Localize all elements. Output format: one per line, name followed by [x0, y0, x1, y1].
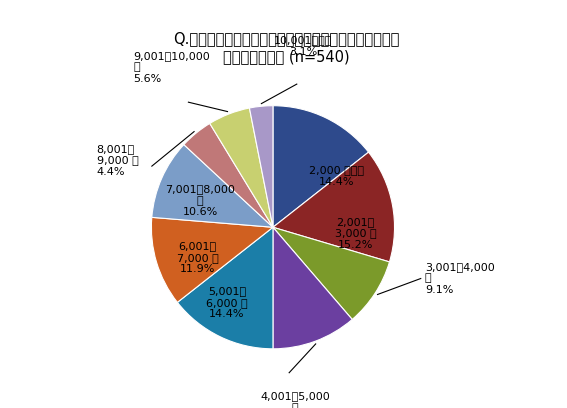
Text: 7,001～8,000
円
10.6%: 7,001～8,000 円 10.6% — [165, 184, 235, 217]
Text: 6,001～
7,000 円
11.9%: 6,001～ 7,000 円 11.9% — [177, 241, 218, 274]
Text: 9,001～10,000
円
5.6%: 9,001～10,000 円 5.6% — [133, 51, 210, 84]
Wedge shape — [273, 227, 352, 349]
Wedge shape — [273, 227, 390, 319]
Wedge shape — [184, 123, 273, 227]
Title: Q.現在メインで使用している携帯電話の月額利用料金を
教えてください (n=540): Q.現在メインで使用している携帯電話の月額利用料金を 教えてください (n=54… — [173, 32, 400, 64]
Wedge shape — [152, 144, 273, 227]
Text: 2,001～
3,000 円
15.2%: 2,001～ 3,000 円 15.2% — [335, 217, 376, 250]
Wedge shape — [210, 108, 273, 227]
Text: 8,001～
9,000 円
4.4%: 8,001～ 9,000 円 4.4% — [97, 144, 138, 177]
Text: 5,001～
6,000 円
14.4%: 5,001～ 6,000 円 14.4% — [206, 286, 248, 319]
Wedge shape — [249, 106, 273, 227]
Wedge shape — [151, 217, 273, 302]
Wedge shape — [177, 227, 273, 349]
Text: 4,001～5,000
円
11.3%: 4,001～5,000 円 11.3% — [260, 391, 330, 408]
Wedge shape — [273, 106, 369, 227]
Text: 3,001～4,000
円
9.1%: 3,001～4,000 円 9.1% — [425, 262, 494, 295]
Wedge shape — [273, 152, 395, 262]
Text: 2,000 円以下
14.4%: 2,000 円以下 14.4% — [308, 165, 363, 187]
Text: 10,001円以上
3.1%: 10,001円以上 3.1% — [274, 35, 332, 57]
